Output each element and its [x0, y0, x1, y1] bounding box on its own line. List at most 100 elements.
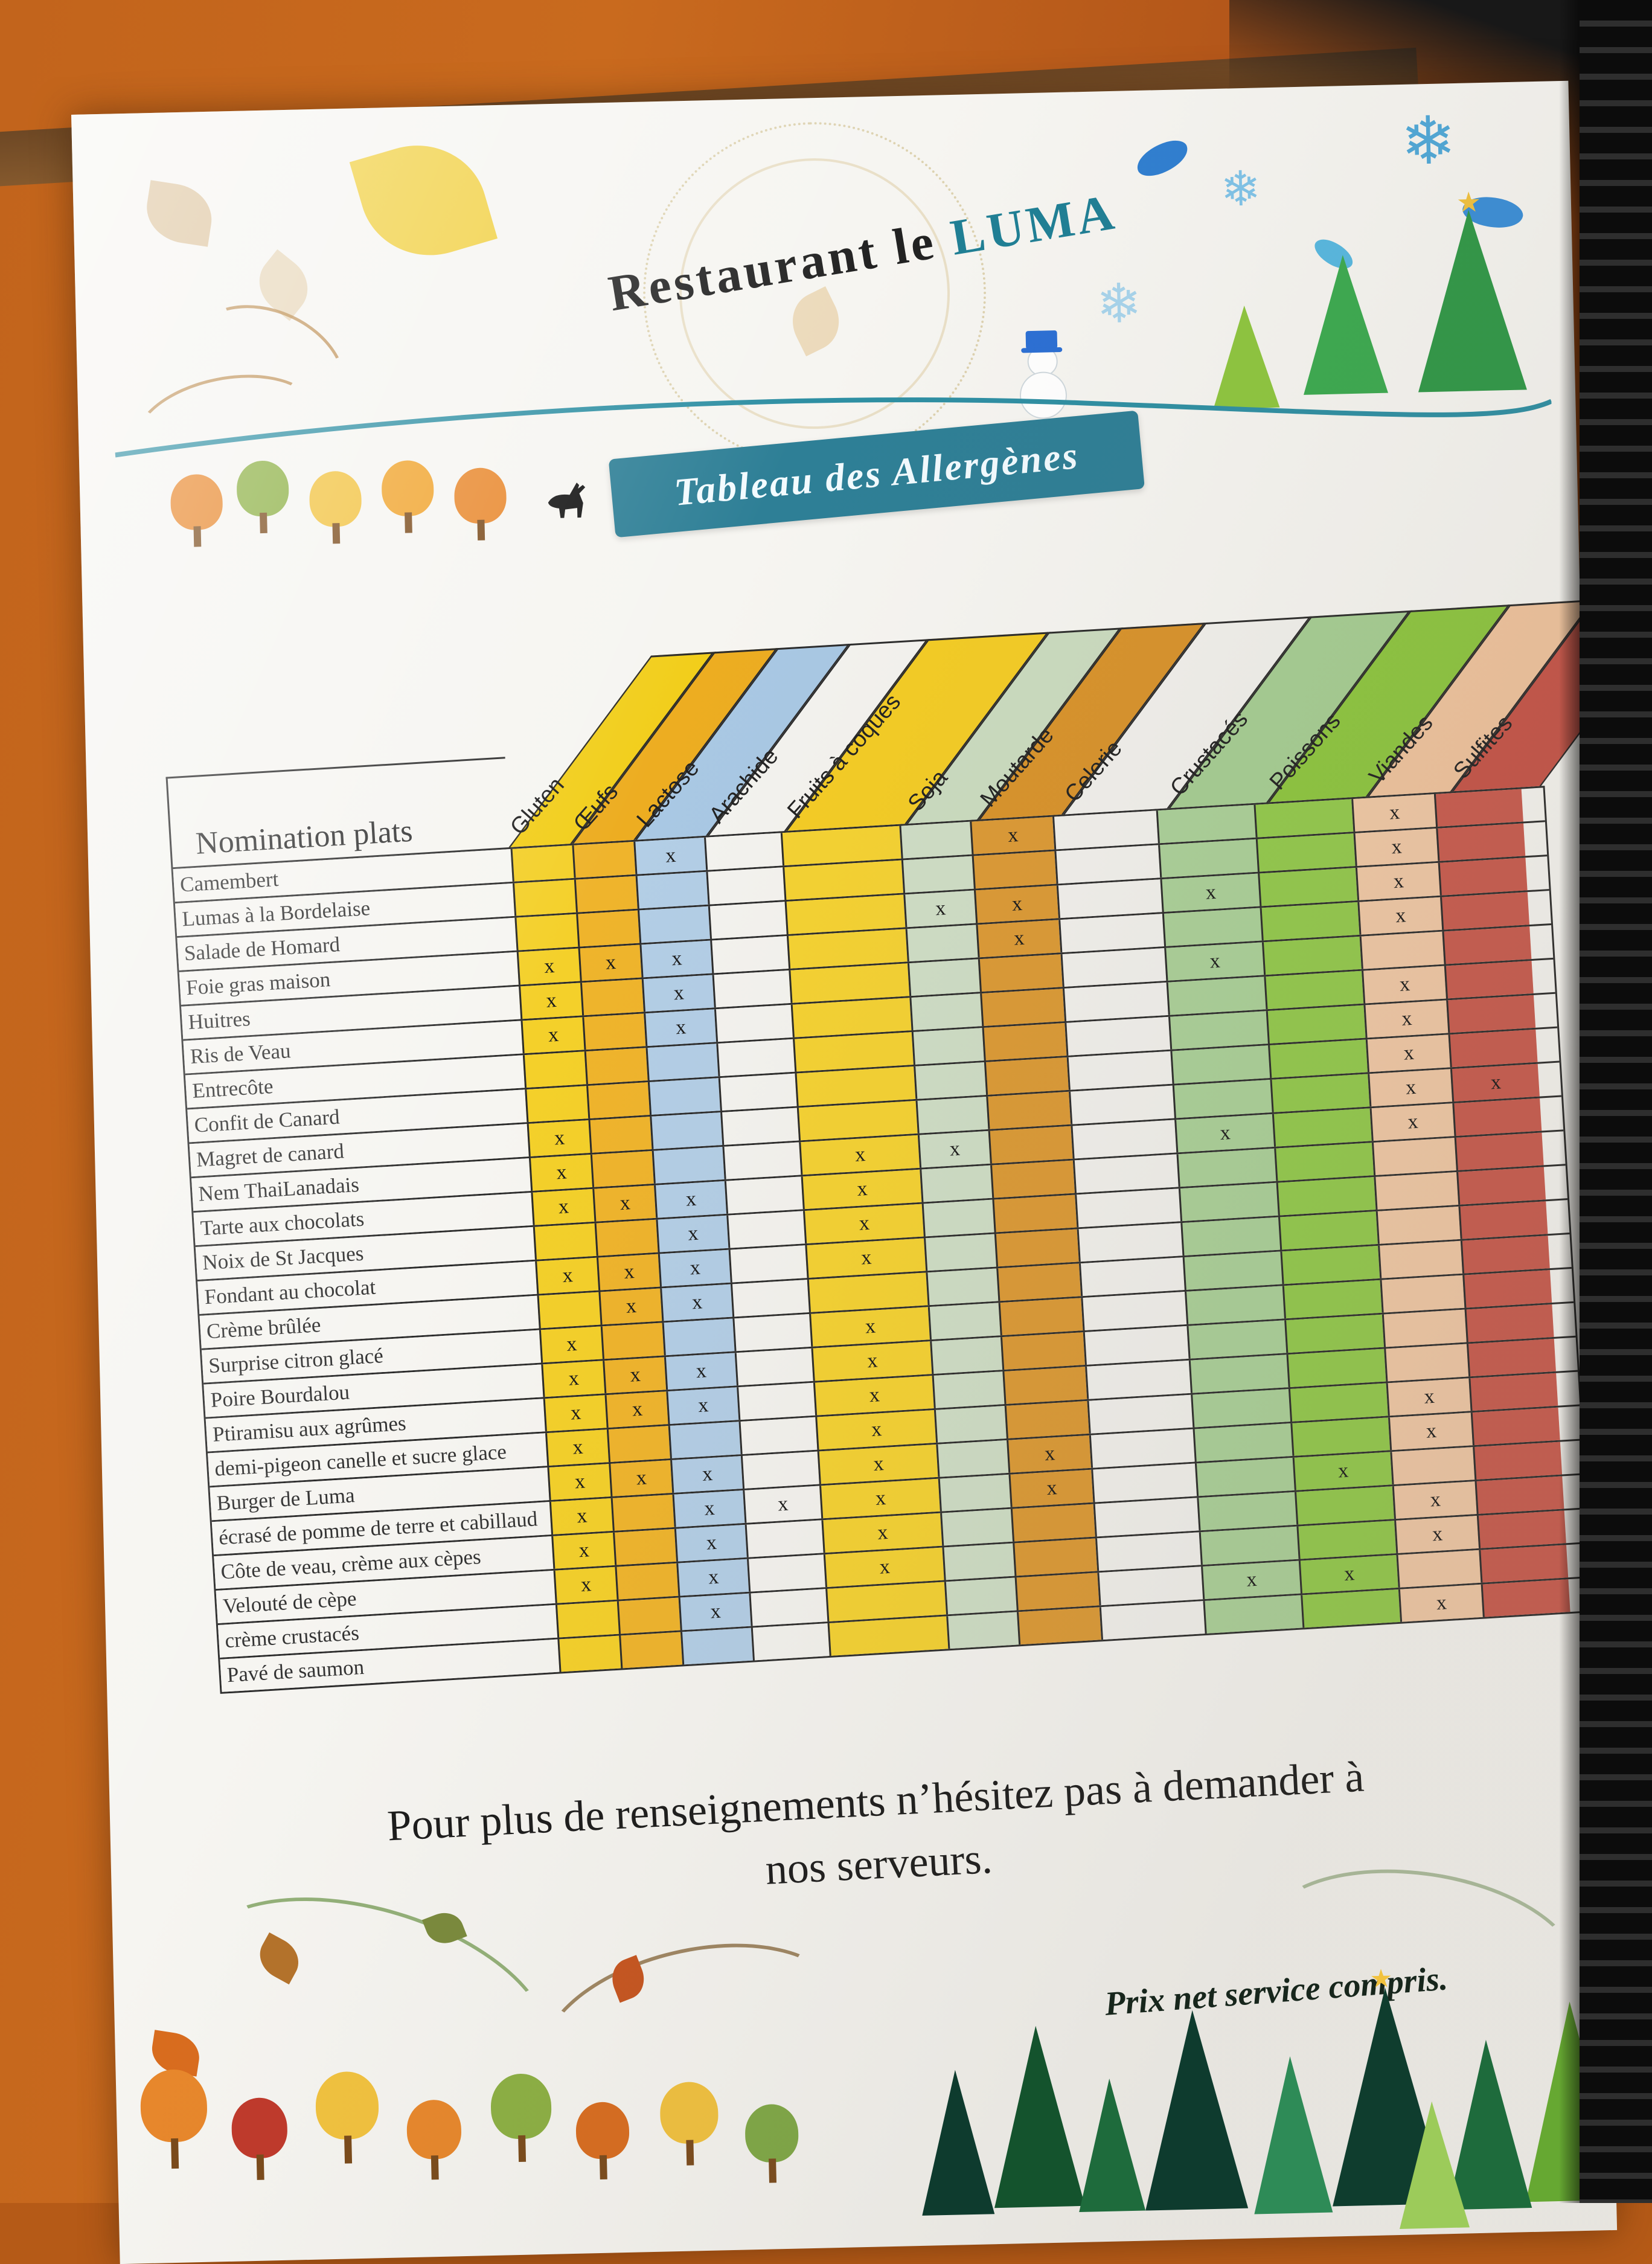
allergen-mark-cell: x	[578, 944, 642, 981]
snowflake-icon: ❄	[1095, 273, 1143, 335]
allergen-empty-cell	[905, 925, 978, 962]
allergen-mark-cell: x	[604, 1391, 668, 1428]
allergen-empty-cell	[1186, 1320, 1287, 1359]
allergen-mark-cell: x	[609, 1460, 673, 1497]
allergen-mark-cell: x	[1450, 1063, 1540, 1102]
allergen-empty-cell	[576, 910, 640, 947]
allergen-mark-cell: x	[903, 890, 976, 928]
allergen-mark-cell: x	[1398, 1584, 1483, 1622]
allergen-empty-cell	[907, 959, 980, 996]
allergen-empty-cell	[1077, 1223, 1183, 1262]
allergen-empty-cell	[984, 1057, 1069, 1095]
allergen-empty-cell	[1085, 1360, 1191, 1399]
menu-binder-spine	[1580, 0, 1652, 2203]
allergen-empty-cell	[714, 1004, 793, 1042]
allergen-mark-cell: x	[519, 983, 583, 1019]
allergen-mark-cell: x	[917, 1130, 990, 1168]
allergen-mark-cell: x	[639, 940, 712, 978]
allergen-mark-cell: x	[1357, 897, 1442, 935]
allergen-empty-cell	[638, 906, 710, 943]
allergen-empty-cell	[924, 1234, 997, 1271]
allergen-empty-cell	[1013, 1538, 1098, 1576]
allergen-empty-cell	[1396, 1550, 1481, 1588]
allergen-empty-cell	[932, 1371, 1005, 1408]
allergen-empty-cell	[1378, 1240, 1463, 1278]
autumn-tree-icon	[744, 2103, 799, 2184]
allergen-empty-cell	[751, 1623, 830, 1661]
allergen-empty-cell	[716, 1039, 795, 1077]
allergen-empty-cell	[1071, 1120, 1177, 1159]
allergen-empty-cell	[650, 1112, 723, 1149]
allergen-mark-cell: x	[543, 1395, 607, 1432]
allergen-empty-cell	[1452, 1098, 1542, 1137]
allergen-mark-cell: x	[1386, 1378, 1471, 1416]
allergen-empty-cell	[1464, 1304, 1554, 1342]
allergen-empty-cell	[728, 1245, 807, 1283]
allergen-mark-cell: x	[676, 1559, 749, 1596]
allergen-empty-cell	[1081, 1292, 1187, 1331]
allergen-mark-cell: x	[1160, 873, 1260, 912]
allergen-empty-cell	[1462, 1270, 1552, 1308]
allergen-empty-cell	[1284, 1314, 1385, 1353]
allergen-empty-cell	[1255, 833, 1356, 872]
allergen-mark-cell: x	[644, 1009, 717, 1047]
allergen-empty-cell	[1433, 789, 1523, 827]
allergen-mark-cell: x	[1292, 1452, 1392, 1490]
allergen-empty-cell	[1162, 908, 1262, 947]
autumn-tree-icon	[406, 2099, 463, 2180]
allergen-empty-cell	[1054, 845, 1161, 884]
allergen-empty-cell	[610, 1494, 674, 1531]
allergen-empty-cell	[1099, 1601, 1205, 1640]
allergen-empty-cell	[1093, 1498, 1199, 1537]
allergen-empty-cell	[740, 1451, 819, 1489]
allergen-empty-cell	[1381, 1309, 1467, 1347]
allergen-mark-cell: x	[596, 1254, 661, 1291]
allergen-empty-cell	[915, 1096, 988, 1134]
autumn-tree-icon	[236, 460, 290, 534]
allergen-empty-cell	[1158, 839, 1258, 878]
deer-icon	[548, 483, 586, 518]
menu-page: Restaurant le LUMA ❄ ❄ ❄ ★ Tableau des A…	[71, 80, 1652, 2264]
allergen-empty-cell	[1448, 1029, 1538, 1068]
allergen-empty-cell	[1371, 1138, 1456, 1176]
allergen-empty-cell	[512, 879, 577, 916]
allergen-empty-cell	[1278, 1211, 1378, 1250]
allergen-empty-cell	[1481, 1579, 1570, 1617]
allergen-empty-cell	[662, 1318, 735, 1356]
allergen-empty-cell	[1203, 1595, 1303, 1634]
allergen-empty-cell	[992, 1195, 1077, 1233]
autumn-tree-icon	[381, 460, 435, 534]
allergen-empty-cell	[911, 1028, 984, 1065]
autumn-tree-icon	[659, 2081, 719, 2166]
allergen-empty-cell	[930, 1337, 1003, 1374]
allergen-empty-cell	[557, 1635, 621, 1672]
allergen-mark-cell: x	[672, 1490, 745, 1527]
pine-tree-icon	[1397, 2100, 1470, 2229]
allergen-empty-cell	[1089, 1429, 1195, 1468]
allergen-empty-cell	[522, 1051, 586, 1088]
allergen-mark-cell: x	[664, 1353, 737, 1390]
allergen-empty-cell	[1442, 926, 1532, 964]
allergen-empty-cell	[1156, 804, 1256, 844]
allergen-empty-cell	[1380, 1275, 1465, 1313]
allergen-empty-cell	[1193, 1423, 1293, 1462]
allergen-empty-cell	[1286, 1348, 1386, 1388]
allergen-empty-cell	[942, 1543, 1015, 1580]
allergen-mark-cell: x	[1355, 862, 1440, 900]
maple-leaf-icon	[349, 128, 498, 273]
allergen-empty-cell	[1178, 1182, 1278, 1222]
allergen-empty-cell	[1359, 931, 1444, 969]
allergen-empty-cell	[720, 1108, 799, 1146]
allergen-empty-cell	[1272, 1108, 1372, 1147]
allergen-mark-cell: x	[1008, 1469, 1093, 1507]
allergen-empty-cell	[645, 1044, 719, 1081]
allergen-mark-cell: x	[516, 948, 580, 985]
allergen-mark-cell: x	[974, 885, 1058, 923]
allergen-empty-cell	[996, 1263, 1081, 1301]
allergen-empty-cell	[1083, 1326, 1189, 1365]
allergen-empty-cell	[1458, 1201, 1548, 1239]
allergen-empty-cell	[737, 1382, 816, 1420]
autumn-tree-icon	[309, 470, 363, 544]
allergen-empty-cell	[1060, 948, 1167, 987]
allergen-empty-cell	[749, 1589, 828, 1626]
